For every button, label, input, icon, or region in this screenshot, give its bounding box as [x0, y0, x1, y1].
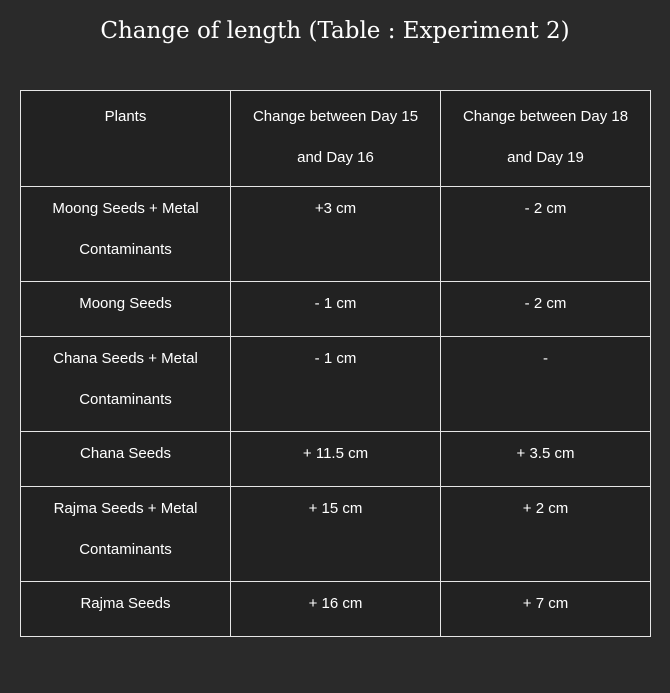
change-day18-19-cell: - 2 cm	[440, 186, 651, 282]
change-day18-19-cell: - 2 cm	[440, 281, 651, 337]
plant-cell: Moong Seeds	[20, 281, 231, 337]
change-day15-16-cell: +3 cm	[230, 186, 441, 282]
change-day15-16-cell: - 1 cm	[230, 336, 441, 432]
table-row: Chana Seeds + 11.5 cm + 3.5 cm	[20, 431, 651, 487]
data-table: Plants Change between Day 15 and Day 16 …	[20, 90, 651, 637]
change-day15-16-cell: + 11.5 cm	[230, 431, 441, 487]
change-day15-16-cell: + 16 cm	[230, 581, 441, 637]
page-title: Change of length (Table : Experiment 2)	[100, 18, 570, 44]
data-table-container: Plants Change between Day 15 and Day 16 …	[20, 90, 651, 637]
change-day15-16-cell: + 15 cm	[230, 486, 441, 582]
header-plants: Plants	[20, 90, 231, 187]
plant-cell: Moong Seeds + Metal Contaminants	[20, 186, 231, 282]
table-row: Moong Seeds - 1 cm - 2 cm	[20, 281, 651, 337]
change-day15-16-cell: - 1 cm	[230, 281, 441, 337]
table-row: Chana Seeds + Metal Contaminants - 1 cm …	[20, 336, 651, 432]
header-day15-16: Change between Day 15 and Day 16	[230, 90, 441, 187]
header-day18-19: Change between Day 18 and Day 19	[440, 90, 651, 187]
table-row: Rajma Seeds + 16 cm + 7 cm	[20, 581, 651, 637]
change-day18-19-cell: + 3.5 cm	[440, 431, 651, 487]
plant-cell: Chana Seeds + Metal Contaminants	[20, 336, 231, 432]
header-row: Plants Change between Day 15 and Day 16 …	[20, 90, 651, 187]
plant-cell: Chana Seeds	[20, 431, 231, 487]
table-header: Plants Change between Day 15 and Day 16 …	[20, 90, 651, 187]
table-body: Moong Seeds + Metal Contaminants +3 cm -…	[20, 186, 651, 637]
change-day18-19-cell: -	[440, 336, 651, 432]
table-row: Moong Seeds + Metal Contaminants +3 cm -…	[20, 186, 651, 282]
plant-cell: Rajma Seeds	[20, 581, 231, 637]
plant-cell: Rajma Seeds + Metal Contaminants	[20, 486, 231, 582]
table-row: Rajma Seeds + Metal Contaminants + 15 cm…	[20, 486, 651, 582]
change-day18-19-cell: + 7 cm	[440, 581, 651, 637]
change-day18-19-cell: + 2 cm	[440, 486, 651, 582]
